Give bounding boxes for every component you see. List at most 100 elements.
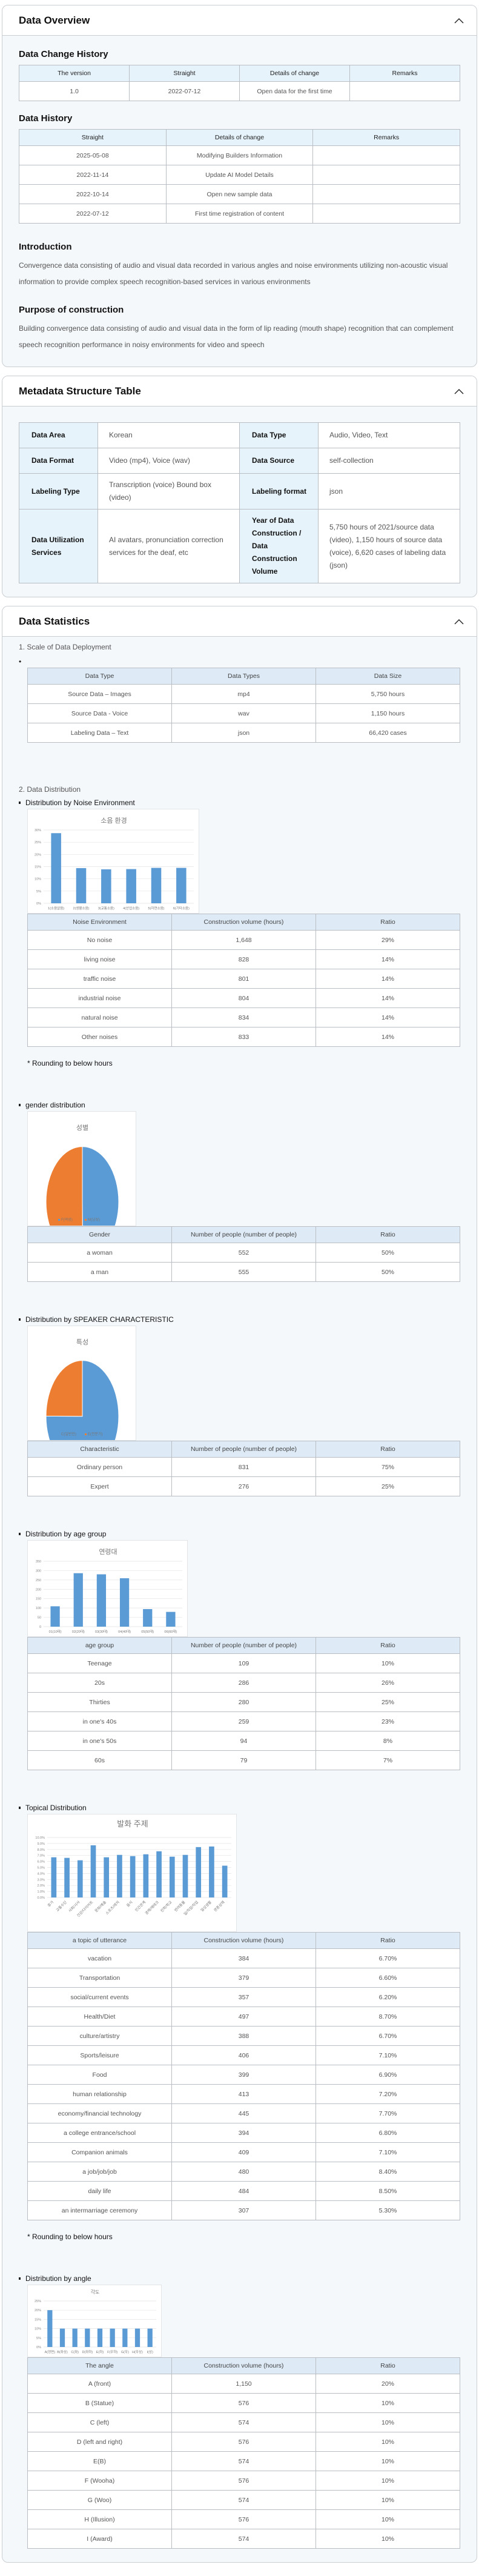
- table-cell: 6.70%: [315, 1948, 460, 1968]
- table-cell: Ordinary person: [27, 1457, 172, 1477]
- column-header: Data Types: [171, 668, 316, 685]
- y-tick-label: 5%: [36, 2337, 41, 2340]
- distribution-title: Distribution by angle: [19, 2274, 460, 2283]
- y-tick-label: 150: [36, 1598, 41, 1601]
- data-overview-card: Data Overview Data Change History The ve…: [2, 5, 477, 367]
- bar: [143, 1608, 153, 1627]
- x-tick-label: 01(10대): [49, 1629, 62, 1634]
- metadata-header[interactable]: Metadata Structure Table: [2, 376, 477, 407]
- x-tick-label: 휴가: [47, 1899, 55, 1908]
- bar: [196, 1847, 202, 1897]
- chevron-up-icon[interactable]: [454, 15, 464, 26]
- table-header-row: The angle Construction volume (hours) Rati…: [27, 2357, 460, 2374]
- table-cell: [312, 145, 460, 165]
- table-cell: [312, 184, 460, 204]
- x-tick-label: 경제/재테크: [144, 1899, 160, 1916]
- table-cell: 445: [171, 2103, 316, 2123]
- table-cell: 10%: [315, 2490, 460, 2510]
- table-cell: in one's 40s: [27, 1711, 172, 1731]
- data-overview-header[interactable]: Data Overview: [2, 5, 477, 36]
- table-cell: 10%: [315, 2412, 460, 2432]
- table-row: social/current events 357 6.20%: [27, 1987, 460, 2007]
- table-cell: 14%: [315, 988, 460, 1008]
- table-cell: 6.70%: [315, 2026, 460, 2046]
- table-cell: G (Woo): [27, 2490, 172, 2510]
- table-row: a woman 552 50%: [27, 1243, 460, 1263]
- section-content: 특성 C(일반인) E(전문가) Characteristic Number of pe…: [27, 1326, 460, 1496]
- bar: [51, 833, 61, 903]
- table-cell: 280: [171, 1692, 316, 1712]
- distribution-title: Distribution by age group: [19, 1530, 460, 1538]
- table-cell: B (Statue): [27, 2393, 172, 2413]
- section-content: 각도 0% 5% 10% 15% 20% 25% A(정면) B(좌상) C(좌) D(좌하) E(하…: [27, 2285, 460, 2549]
- x-tick-label: F(우하): [107, 2349, 117, 2354]
- table-cell: Thirties: [27, 1692, 172, 1712]
- table-cell: 379: [171, 1968, 316, 1988]
- y-tick-label: 300: [36, 1569, 41, 1573]
- table-cell: 406: [171, 2045, 316, 2065]
- bar: [101, 869, 111, 903]
- column-header: Details of change: [239, 65, 350, 82]
- y-tick-label: 10%: [35, 2328, 41, 2331]
- bar-chart: 발화 주제 0.0% 1.0% 2.0% 3.0% 4.0% 5.0% 6.0% 7.0% 8.0…: [27, 1814, 237, 1932]
- column-header: Ratio: [315, 1932, 460, 1949]
- metadata-row: Data Utilization Services AI avatars, pro…: [19, 509, 460, 583]
- table-cell: Sports/leisure: [27, 2045, 172, 2065]
- table-cell: 14%: [315, 1007, 460, 1027]
- table-row: Teenage 109 10%: [27, 1653, 460, 1673]
- table-cell: 60s: [27, 1750, 172, 1770]
- table-cell: 50%: [315, 1243, 460, 1263]
- table-cell: 2022-10-14: [19, 184, 167, 204]
- bar: [134, 2328, 140, 2347]
- x-tick-label: 02(20대): [72, 1629, 85, 1634]
- table-cell: 20s: [27, 1673, 172, 1693]
- table-cell: 259: [171, 1711, 316, 1731]
- x-tick-label: 1(소음없음): [48, 906, 64, 911]
- table-cell: 20%: [315, 2374, 460, 2394]
- distribution-section: Distribution by age group 연령대 0 50 100 150 200…: [19, 1530, 460, 1770]
- bar: [222, 1865, 228, 1897]
- column-header: Noise Environment: [27, 914, 172, 931]
- table-cell: H (Illusion): [27, 2509, 172, 2529]
- introduction-text: Convergence data consisting of audio and…: [19, 261, 448, 286]
- table-row: Other noises 833 14%: [27, 1027, 460, 1047]
- table-cell: Modifying Builders Information: [165, 145, 314, 165]
- bar: [73, 1573, 83, 1627]
- table-cell: economy/financial technology: [27, 2103, 172, 2123]
- y-tick-label: 0%: [36, 902, 41, 906]
- pie-slice: [45, 1360, 83, 1417]
- bullet: •: [19, 657, 22, 666]
- column-header: Straight: [129, 65, 240, 82]
- table-cell: 1,150 hours: [315, 703, 460, 723]
- table-cell: 14%: [315, 969, 460, 989]
- table-cell: C (left): [27, 2412, 172, 2432]
- pie-slice: [45, 1360, 119, 1440]
- column-header: Construction volume (hours): [171, 914, 316, 931]
- distribution-section: gender distribution 성별 F(여성) M(남성) Gender Num…: [19, 1101, 460, 1282]
- table-cell: F (Wooha): [27, 2471, 172, 2491]
- table-cell: wav: [171, 703, 316, 723]
- table-cell: Open data for the first time: [239, 81, 350, 101]
- table-row: culture/artistry 388 6.70%: [27, 2026, 460, 2046]
- data-table: The angle Construction volume (hours) Rati…: [27, 2357, 460, 2549]
- column-header: Ratio: [315, 1226, 460, 1243]
- metadata-label: Data Source: [239, 448, 319, 474]
- chevron-up-icon[interactable]: [454, 616, 464, 627]
- table-cell: 7%: [315, 1750, 460, 1770]
- table-header-row: a topic of utterance Construction volume …: [27, 1932, 460, 1949]
- data-statistics-header[interactable]: Data Statistics: [2, 606, 477, 637]
- distribution-title: Distribution by SPEAKER CHARACTERISTIC: [19, 1315, 460, 1324]
- table-cell: 804: [171, 988, 316, 1008]
- data-table: age group Number of people (number of peo…: [27, 1637, 460, 1770]
- x-tick-label: 스포츠/레저: [104, 1900, 120, 1916]
- table-cell: 8.40%: [315, 2162, 460, 2182]
- chevron-up-icon[interactable]: [454, 386, 464, 397]
- table-row: C (left) 574 10%: [27, 2412, 460, 2432]
- table-cell: 66,420 cases: [315, 723, 460, 743]
- column-header: Ratio: [315, 914, 460, 931]
- metadata-table: Data Area Korean Data Type Audio, Video, Te…: [19, 422, 460, 583]
- table-cell: 394: [171, 2123, 316, 2143]
- section-title: Metadata Structure Table: [19, 385, 141, 397]
- table-cell: 25%: [315, 1692, 460, 1712]
- table-cell: 8.70%: [315, 2007, 460, 2027]
